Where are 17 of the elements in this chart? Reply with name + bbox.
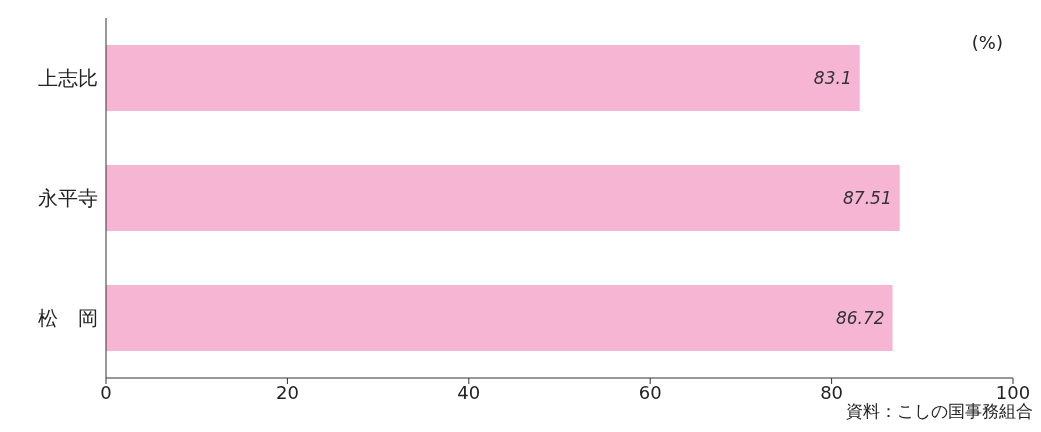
- annotation: (%): [971, 32, 1003, 53]
- x-tick-label: 0: [100, 381, 112, 403]
- y-tick-label: 永平寺: [38, 186, 98, 211]
- bar: [106, 165, 900, 231]
- y-tick-label: 上志比: [38, 66, 98, 91]
- data-label: 83.1: [813, 68, 852, 89]
- y-tick-label: 松 岡: [38, 306, 98, 331]
- data-label: 87.51: [843, 188, 892, 209]
- bar: [106, 45, 860, 111]
- x-tick-label: 80: [820, 381, 844, 403]
- x-tick-label: 20: [275, 381, 299, 403]
- text: 資料：こしの国事務組合: [846, 400, 1033, 423]
- data-label: 86.72: [835, 308, 885, 329]
- x-tick-label: 100: [995, 381, 1031, 403]
- x-tick-label: 40: [457, 381, 481, 403]
- bar: [106, 285, 893, 351]
- x-tick-label: 60: [638, 381, 662, 403]
